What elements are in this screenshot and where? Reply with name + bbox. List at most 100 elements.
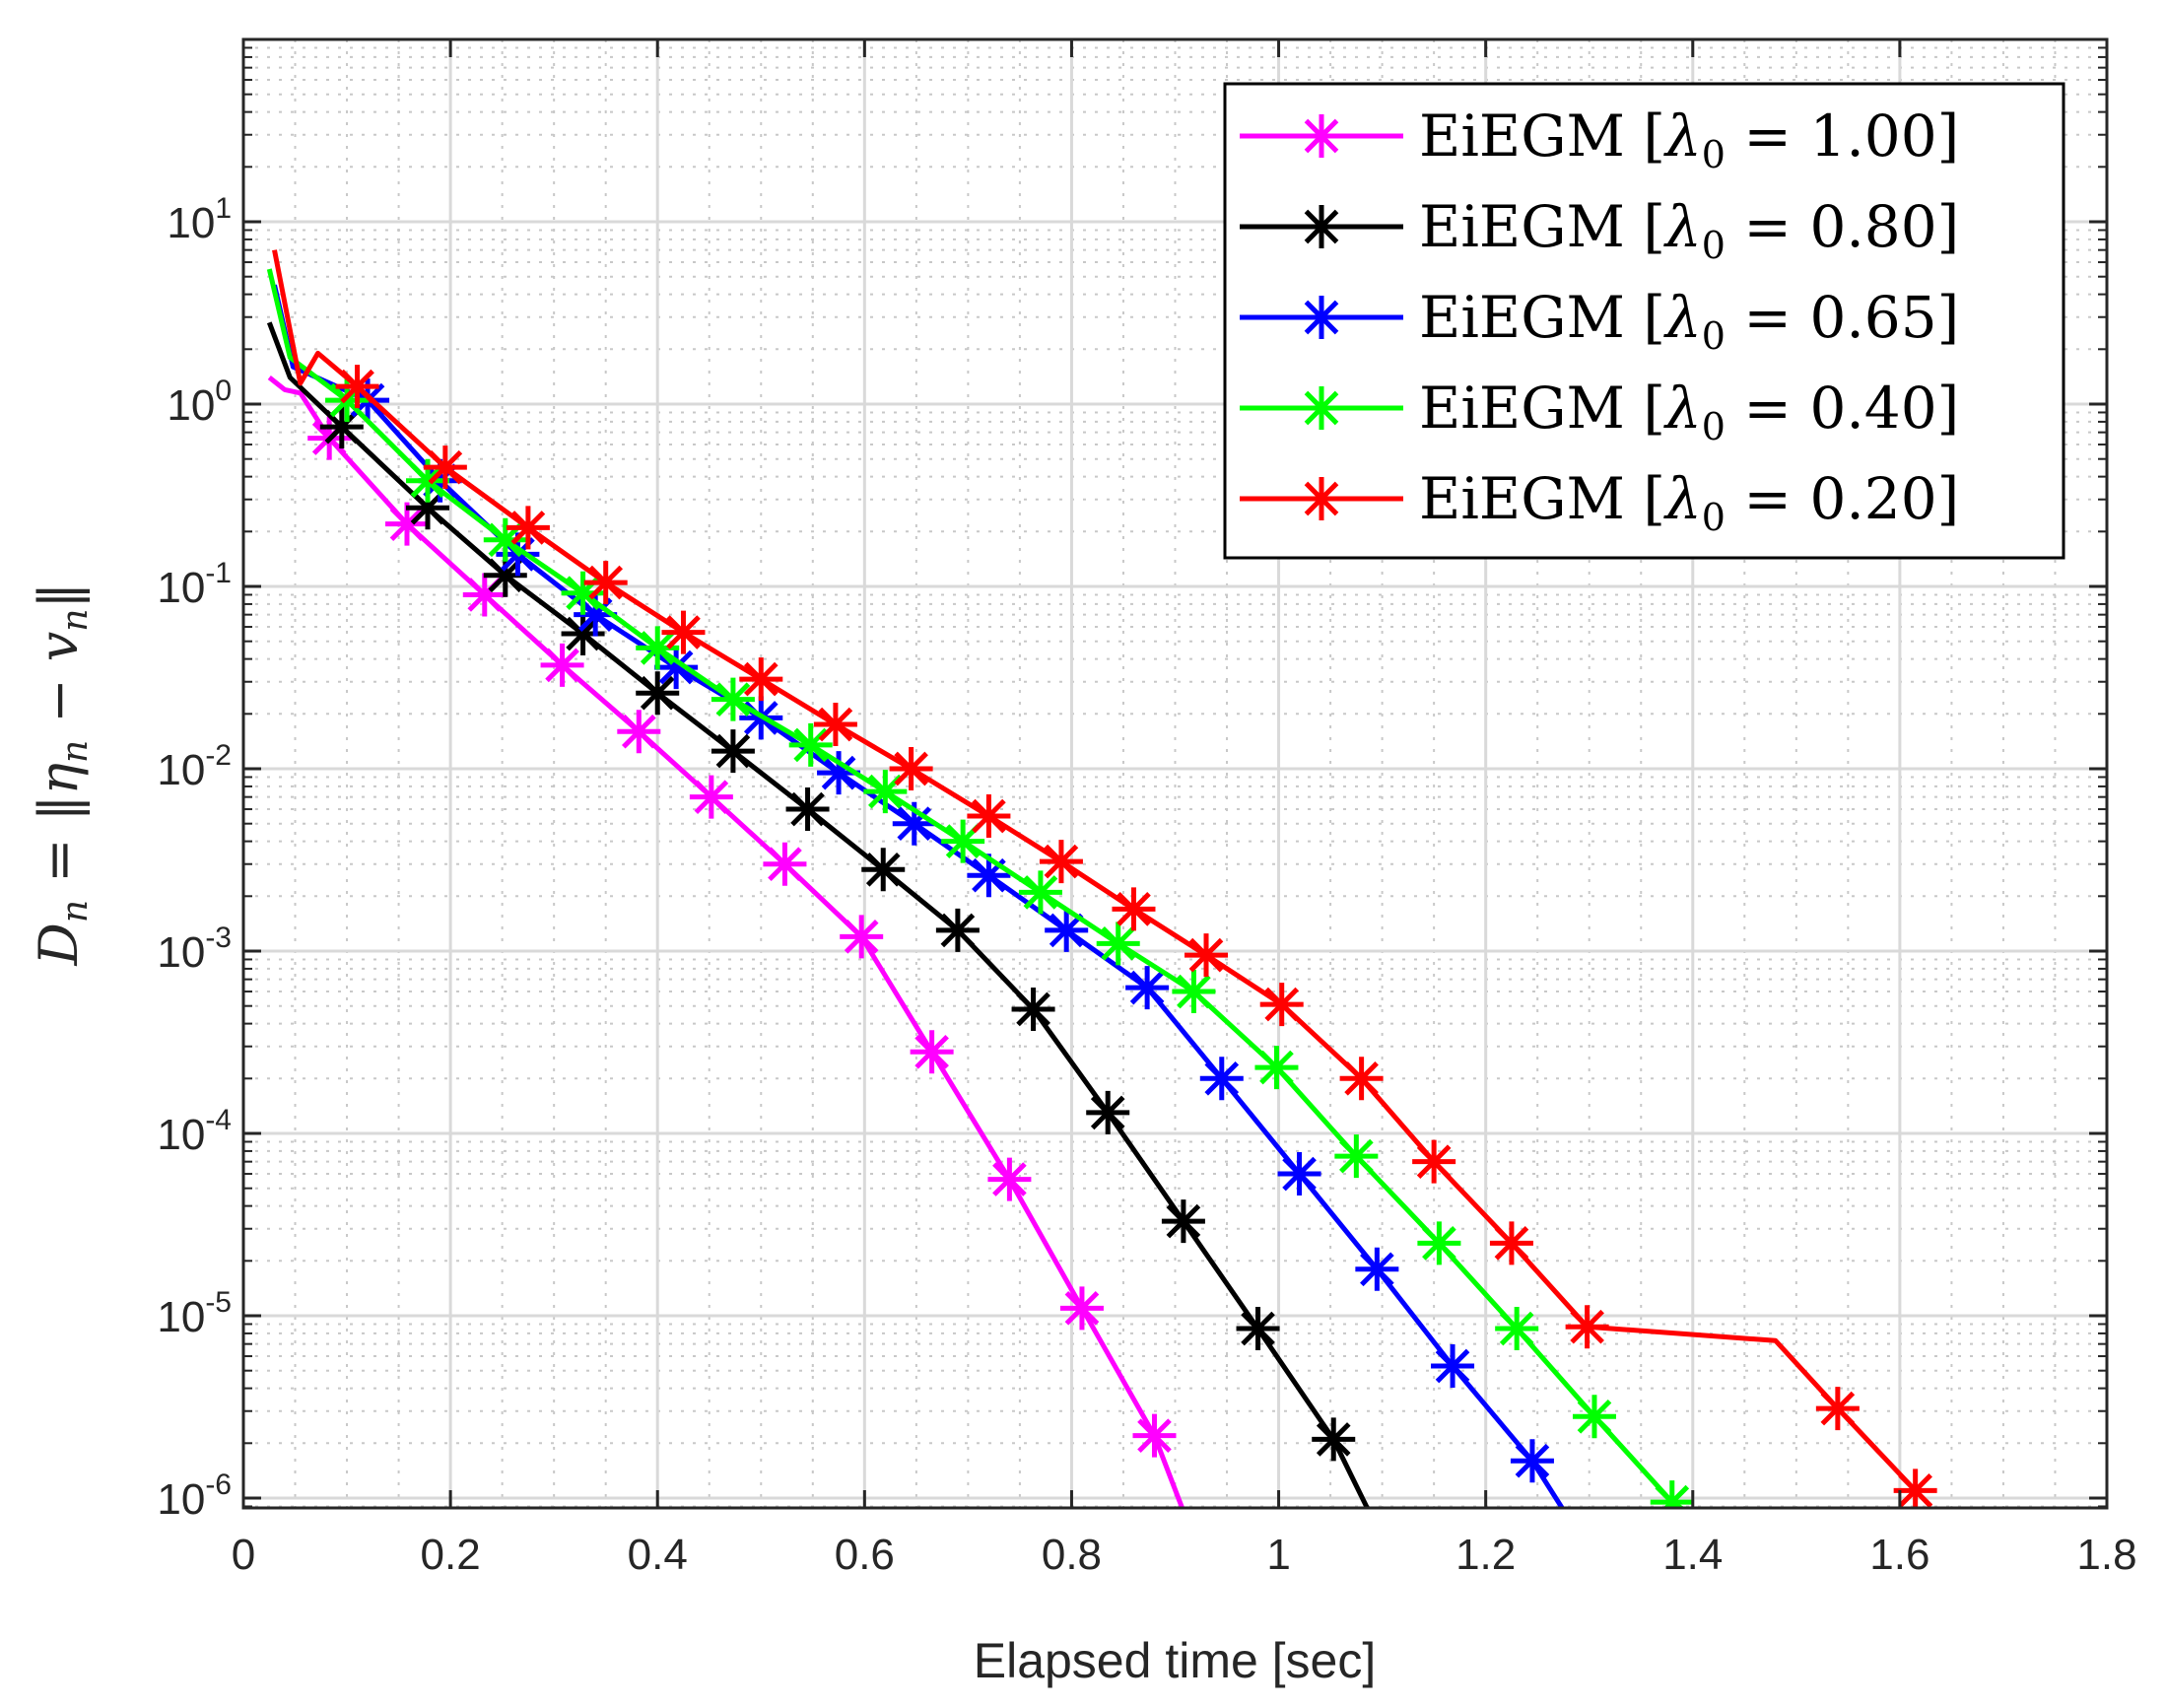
data-marker — [739, 657, 783, 702]
y-tick-label: 10-1 — [157, 557, 232, 612]
x-tick-label: 0 — [232, 1531, 255, 1579]
data-marker — [462, 573, 507, 617]
data-marker — [1300, 114, 1343, 158]
data-marker — [1489, 1221, 1533, 1265]
data-marker — [889, 747, 933, 790]
legend-item: EiEGM [λ0 = 0.65] — [1240, 284, 1959, 358]
data-marker — [1161, 1199, 1205, 1244]
x-tick-label: 1.8 — [2076, 1531, 2136, 1579]
x-tick-labels: 0 0.2 0.4 0.6 0.8 1 1.2 1.4 1.6 1.8 — [232, 1531, 2137, 1579]
series-layer — [266, 249, 1937, 1508]
data-marker — [1277, 1152, 1321, 1196]
data-marker — [967, 794, 1011, 839]
x-tick-label: 1.6 — [1869, 1531, 1929, 1579]
data-marker — [1132, 1413, 1177, 1458]
series-4 — [266, 268, 1694, 1508]
grid — [243, 39, 2107, 1508]
data-marker — [817, 751, 861, 795]
data-marker — [1650, 1480, 1694, 1508]
data-marker — [405, 458, 449, 503]
data-marker — [1300, 296, 1343, 339]
y-tick-label: 10-3 — [157, 922, 232, 977]
data-marker — [711, 729, 755, 774]
x-axis-title: Elapsed time [sec] — [974, 1633, 1377, 1688]
data-marker — [561, 571, 605, 615]
data-marker — [788, 722, 833, 767]
data-marker — [384, 502, 429, 546]
data-marker — [1510, 1439, 1554, 1483]
data-marker — [506, 506, 550, 550]
x-tick-label: 0.8 — [1042, 1531, 1102, 1579]
data-marker — [1412, 1139, 1456, 1184]
y-tick-labels: 101 100 10-1 10-2 10-3 10-4 10-5 10-6 — [157, 192, 232, 1524]
data-marker — [1355, 1247, 1399, 1291]
data-marker — [636, 626, 680, 670]
plot-frame — [241, 37, 2109, 1510]
data-marker — [1254, 1046, 1299, 1090]
data-marker — [785, 787, 830, 832]
data-marker — [1259, 983, 1304, 1027]
x-tick-label: 1.4 — [1662, 1531, 1723, 1579]
y-tick-label: 10-6 — [157, 1469, 232, 1524]
data-marker — [1572, 1395, 1616, 1439]
x-tick-label: 0.4 — [628, 1531, 688, 1579]
series-line — [267, 376, 1185, 1508]
data-marker — [1172, 970, 1216, 1014]
y-tick-label: 10-4 — [157, 1104, 232, 1159]
data-marker — [1045, 908, 1089, 952]
data-marker — [574, 592, 618, 637]
data-marker — [1300, 386, 1343, 430]
data-marker — [1339, 1057, 1384, 1101]
data-marker — [1185, 933, 1229, 978]
legend-label: EiEGM [λ0 = 0.40] — [1419, 375, 1959, 448]
data-marker — [540, 643, 584, 687]
legend-label: EiEGM [λ0 = 0.20] — [1419, 465, 1959, 539]
data-marker — [1011, 987, 1055, 1031]
legend-label: EiEGM [λ0 = 0.65] — [1419, 284, 1959, 358]
legend: EiEGM [λ0 = 1.00] EiEGM [λ0 = 0.80] EiEGM … — [1223, 82, 2065, 560]
y-tick-label: 101 — [167, 192, 232, 247]
data-marker — [654, 646, 699, 690]
data-marker — [1431, 1344, 1475, 1389]
data-marker — [319, 405, 364, 449]
legend-label: EiEGM [λ0 = 0.80] — [1419, 193, 1959, 267]
data-marker — [910, 1030, 954, 1074]
data-marker — [1236, 1307, 1280, 1351]
data-marker — [1018, 870, 1062, 915]
data-marker — [863, 770, 908, 814]
data-marker — [617, 710, 661, 754]
y-axis-title: Dn = ‖ηn − vn‖ — [28, 582, 96, 967]
data-marker — [1334, 1134, 1379, 1179]
data-marker — [483, 553, 527, 597]
data-marker — [941, 819, 985, 863]
data-marker — [763, 842, 807, 886]
data-marker — [892, 801, 936, 846]
data-marker — [987, 1157, 1032, 1201]
legend-label: EiEGM [λ0 = 1.00] — [1419, 102, 1959, 176]
data-marker — [583, 561, 628, 605]
data-marker — [636, 671, 680, 716]
axis-ticks — [241, 39, 2109, 1508]
data-marker — [405, 486, 449, 530]
x-tick-label: 0.6 — [835, 1531, 895, 1579]
data-marker — [1039, 840, 1083, 884]
data-marker — [661, 610, 706, 654]
y-tick-label: 10-2 — [157, 739, 232, 794]
data-marker — [711, 677, 755, 721]
data-marker — [935, 908, 980, 952]
data-marker — [1112, 887, 1156, 931]
data-marker — [1565, 1305, 1609, 1349]
data-marker — [1417, 1221, 1461, 1265]
x-tick-label: 1 — [1266, 1531, 1290, 1579]
data-marker — [561, 612, 605, 656]
data-marker — [1125, 966, 1170, 1010]
data-marker — [1495, 1307, 1539, 1351]
legend-item: EiEGM [λ0 = 0.20] — [1240, 465, 1959, 539]
data-marker — [1815, 1387, 1860, 1431]
data-marker — [1199, 1057, 1244, 1101]
data-marker — [1300, 205, 1343, 248]
data-marker — [1086, 1090, 1130, 1134]
legend-item: EiEGM [λ0 = 0.80] — [1240, 193, 1959, 267]
data-marker — [840, 915, 884, 959]
